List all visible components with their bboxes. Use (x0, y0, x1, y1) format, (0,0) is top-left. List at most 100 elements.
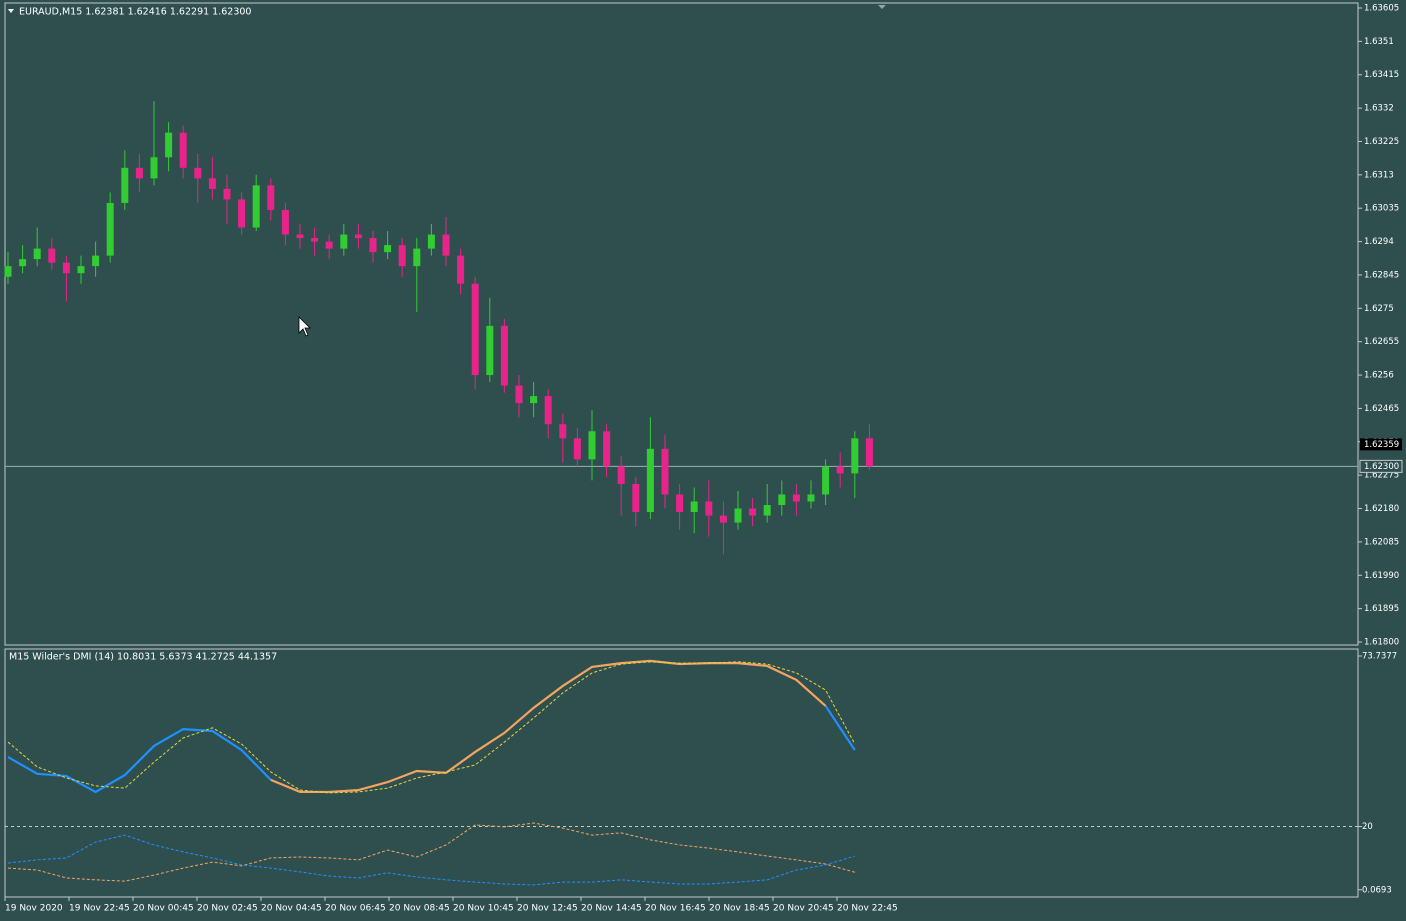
candle-body (486, 325, 494, 376)
candle-body (822, 466, 830, 495)
indicator-line (7, 834, 855, 886)
y-tick-label: 1.62180 (1364, 504, 1399, 514)
candle-body (135, 167, 143, 179)
candle-body (208, 178, 216, 189)
y-tick-label: 1.63415 (1364, 70, 1399, 80)
indicator-line (270, 659, 827, 794)
x-tick-label: 20 Nov 20:45 (773, 904, 834, 914)
candle-body (413, 248, 421, 267)
y-tick-label: 1.63035 (1364, 204, 1399, 214)
y-tick-label: 1.6332 (1364, 104, 1394, 114)
candle-body (734, 508, 742, 523)
x-tick-label: 20 Nov 06:45 (325, 904, 386, 914)
candle-body (48, 248, 56, 263)
candle-body (865, 438, 873, 467)
x-tick-label: 20 Nov 16:45 (645, 904, 706, 914)
indicator-line (7, 727, 272, 794)
indicator-line (7, 661, 856, 794)
y-tick-label: 1.61895 (1364, 604, 1399, 614)
indicator-pane (4, 648, 1359, 898)
candle-body (749, 508, 757, 516)
candle-body (719, 515, 727, 523)
candle-body (398, 245, 406, 267)
candle-body (807, 494, 815, 502)
candle-body (851, 438, 859, 474)
candle-body (573, 438, 581, 460)
price-label: 1.62300 (1364, 462, 1399, 472)
mouse-cursor (298, 316, 311, 337)
candle-body (763, 505, 771, 516)
candle-body (62, 262, 70, 274)
candle-body (121, 167, 129, 203)
candle-body (632, 483, 640, 513)
candle-body (530, 396, 538, 404)
y-tick-label: 1.61990 (1364, 571, 1399, 581)
x-tick-label: 19 Nov 22:45 (69, 904, 130, 914)
x-tick-label: 20 Nov 18:45 (709, 904, 770, 914)
x-tick-label: 20 Nov 12:45 (517, 904, 578, 914)
y-tick-label: 1.62275 (1364, 471, 1399, 481)
y-tick-label: 1.6313 (1364, 170, 1394, 180)
candle-body (676, 494, 684, 513)
candle-body (544, 396, 552, 425)
candle-body (340, 234, 348, 249)
y-tick-label: 0.0693 (1362, 885, 1392, 895)
x-tick-label: 20 Nov 10:45 (453, 904, 514, 914)
candle-body (559, 424, 567, 439)
main-title: EURAUD,M15 1.62381 1.62416 1.62291 1.623… (19, 7, 251, 18)
marker-label-box (1360, 438, 1402, 451)
y-tick-label: 1.6294 (1364, 237, 1394, 247)
candle-body (325, 241, 333, 249)
candle-body (296, 234, 304, 239)
candle-body (223, 188, 231, 200)
shift-marker (878, 5, 886, 9)
y-tick-label: 20 (1362, 822, 1373, 832)
candle-body (705, 501, 713, 516)
candle-body (267, 185, 275, 210)
candle-body (384, 245, 392, 253)
main-pane (4, 2, 1359, 646)
candle-body (4, 266, 12, 277)
candle-body (238, 199, 246, 228)
candle-body (792, 494, 800, 502)
x-tick-label: 20 Nov 14:45 (581, 904, 642, 914)
x-tick-label: 19 Nov 2020 (5, 904, 63, 914)
candle-body (281, 209, 289, 235)
y-tick-label: 1.61800 (1364, 638, 1399, 648)
candle-body (457, 255, 465, 284)
candle-body (77, 266, 85, 274)
y-tick-label: 1.63225 (1364, 137, 1399, 147)
candle-body (690, 501, 698, 513)
candle-body (179, 132, 187, 168)
y-tick-label: 73.7377 (1362, 652, 1397, 662)
candle-body (150, 157, 158, 179)
x-tick-label: 20 Nov 04:45 (261, 904, 322, 914)
indicator-line (7, 822, 855, 882)
candle-body (165, 132, 173, 158)
candle-body (92, 255, 100, 267)
candle-body (588, 431, 596, 460)
candle-body (836, 466, 844, 474)
indicator-title: M15 Wilder's DMI (14) 10.8031 5.6373 41.… (9, 652, 277, 663)
candle-body (603, 431, 611, 467)
candle-body (646, 448, 654, 513)
candle-body (471, 283, 479, 376)
y-tick-label: 1.62085 (1364, 537, 1399, 547)
candle-body (106, 202, 114, 256)
menu-arrow[interactable] (8, 9, 14, 13)
y-tick-label: 1.63605 (1364, 4, 1399, 14)
candle-body (515, 385, 523, 404)
marker-label: 1.62359 (1364, 440, 1399, 450)
candle-body (427, 234, 435, 249)
x-tick-label: 20 Nov 00:45 (133, 904, 194, 914)
candle-body (778, 494, 786, 506)
x-tick-label: 20 Nov 22:45 (837, 904, 898, 914)
candle-body (33, 248, 41, 260)
x-tick-label: 20 Nov 02:45 (197, 904, 258, 914)
indicator-line (824, 705, 856, 751)
y-tick-label: 1.6275 (1364, 304, 1394, 314)
candle-body (19, 259, 27, 267)
candle-body (194, 167, 202, 179)
